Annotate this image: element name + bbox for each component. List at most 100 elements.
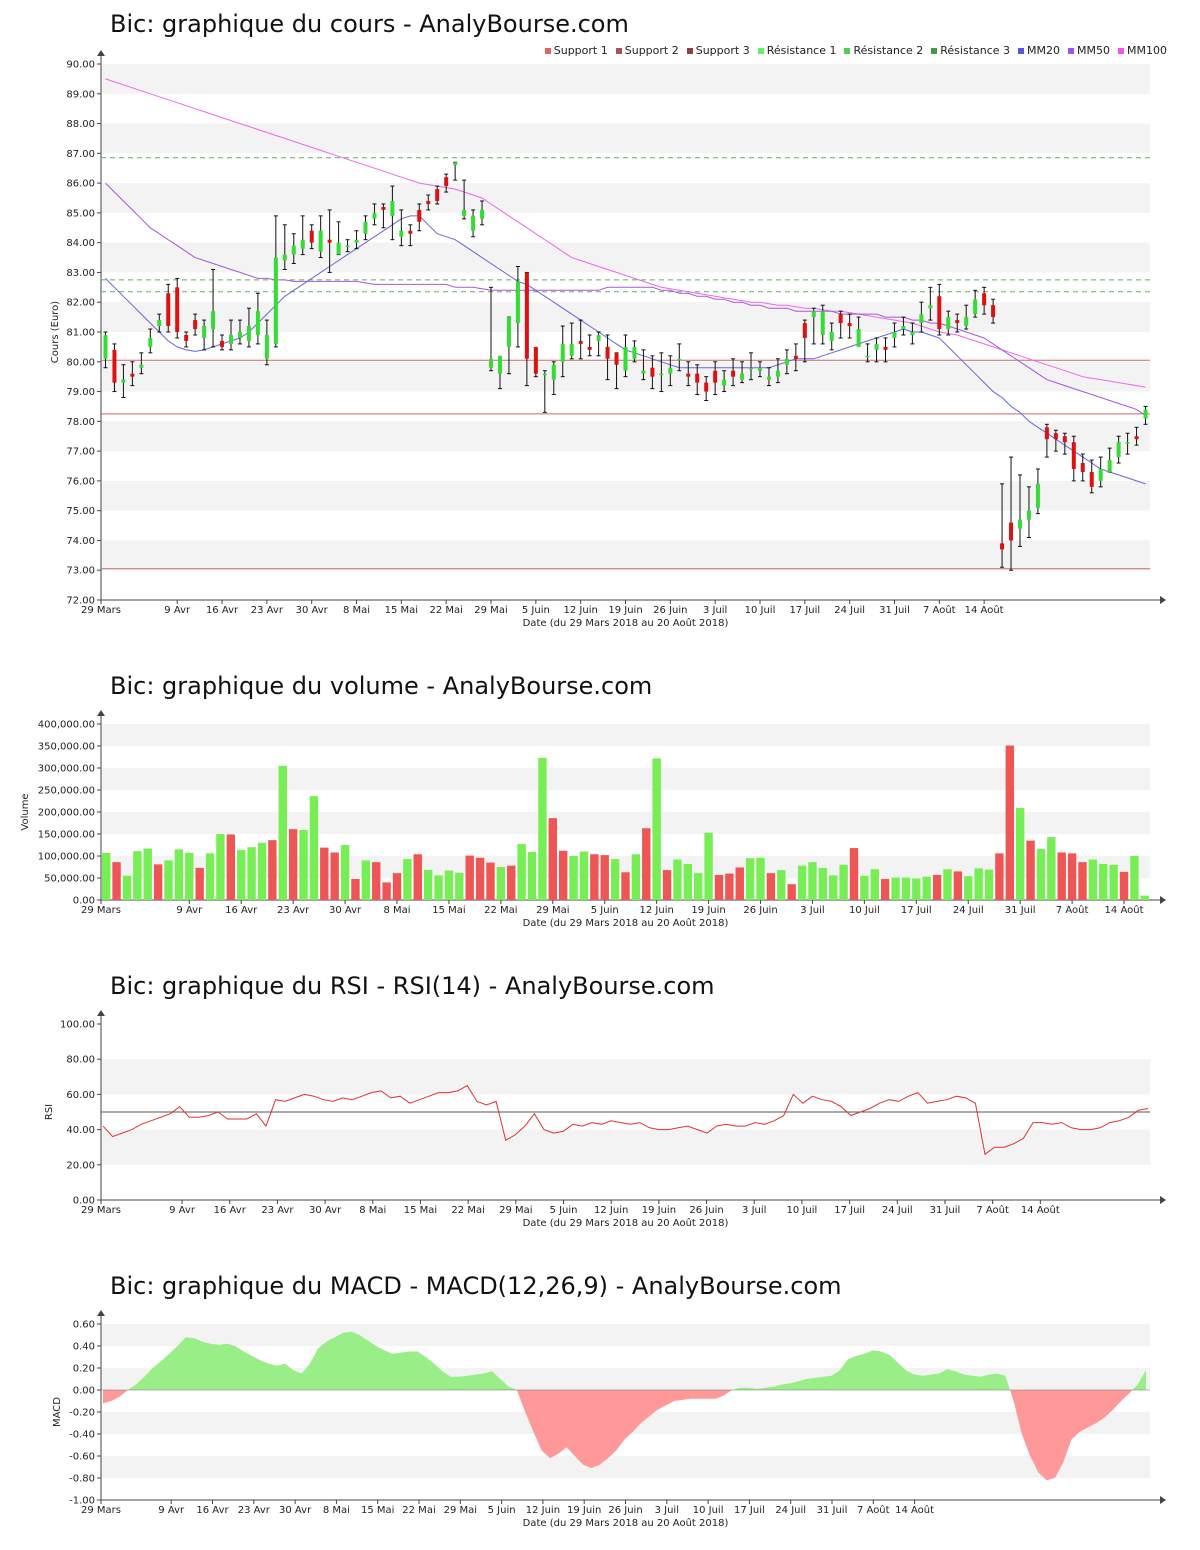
y-tick-label: 83.00	[66, 268, 95, 279]
grid-band	[101, 768, 1150, 790]
volume-bar	[444, 870, 454, 900]
rsi-chart-title: Bic: graphique du RSI - RSI(14) - AnalyB…	[110, 972, 715, 1000]
volume-bar	[361, 860, 371, 900]
candle-body	[462, 209, 467, 216]
candle-body	[229, 334, 234, 344]
candle-body	[435, 189, 440, 201]
volume-bar	[1099, 863, 1108, 900]
candle-body	[892, 332, 897, 338]
y-tick-label: 0.00	[73, 1386, 95, 1397]
legend-label: Support 3	[695, 44, 750, 57]
volume-bar	[392, 873, 402, 900]
y-tick-label: -1.00	[69, 1496, 95, 1507]
legend-swatch	[544, 48, 551, 54]
volume-bar	[642, 828, 651, 900]
x-tick-label: 17 Juil	[789, 605, 820, 616]
x-tick-label: 19 Juin	[567, 1505, 601, 1516]
legend-label: Support 1	[553, 44, 608, 57]
y-tick-label: 0.00	[73, 1196, 95, 1207]
candle-body	[713, 370, 718, 383]
macd-panel: Bic: graphique du MACD - MACD(12,26,9) -…	[0, 1260, 1200, 1550]
x-tick-label: 29 Mars	[81, 605, 121, 616]
y-tick-label: 85.00	[66, 208, 95, 219]
x-axis-title: Date (du 29 Mars 2018 au 20 Août 2018)	[523, 617, 729, 629]
y-tick-label: 300,000.00	[38, 764, 95, 775]
candle-body	[1071, 442, 1076, 469]
x-tick-label: 24 Juil	[775, 1505, 806, 1516]
volume-bar	[943, 869, 952, 900]
candle-body	[471, 215, 476, 231]
volume-bar	[122, 875, 132, 900]
y-tick-label: 74.00	[66, 536, 95, 547]
macd-positive-area	[127, 1331, 517, 1390]
candle-body	[184, 334, 189, 341]
x-tick-label: 19 Juin	[608, 605, 642, 616]
candle-body	[148, 337, 153, 347]
candle-body	[578, 340, 583, 344]
candle-body	[354, 239, 359, 243]
candle-body	[444, 177, 449, 187]
x-tick-label: 7 Août	[857, 1504, 890, 1516]
legend-label: Résistance 3	[940, 44, 1011, 57]
x-tick-label: 26 Juin	[743, 905, 777, 916]
x-tick-label: 17 Juil	[901, 905, 932, 916]
candle-body	[1035, 483, 1040, 508]
volume-bar	[579, 851, 589, 900]
x-axis-title: Date (du 29 Mars 2018 au 20 Août 2018)	[523, 917, 729, 929]
volume-bar	[590, 854, 599, 900]
candle-body	[937, 296, 942, 330]
candle-body	[246, 326, 251, 341]
volume-bar	[1036, 848, 1046, 900]
volume-bar	[1088, 859, 1098, 900]
volume-bar	[475, 857, 485, 900]
x-tick-label: 12 Juin	[594, 1205, 628, 1216]
volume-bar	[766, 873, 776, 900]
x-tick-label: 12 Juin	[640, 905, 674, 916]
candle-body	[515, 281, 520, 324]
macd-chart-title: Bic: graphique du MACD - MACD(12,26,9) -…	[110, 1272, 842, 1300]
x-tick-label: 7 Août	[923, 604, 956, 616]
grid-band	[101, 1129, 1150, 1165]
candle-body	[345, 245, 350, 248]
volume-bar	[922, 876, 931, 900]
volume-bar	[1119, 871, 1129, 900]
y-tick-label: -0.80	[69, 1474, 95, 1485]
candle-body	[220, 340, 225, 347]
price-chart-title: Bic: graphique du cours - AnalyBourse.co…	[110, 10, 629, 38]
candle-body	[811, 311, 816, 318]
x-tick-label: 10 Juil	[787, 1205, 818, 1216]
grid-band	[101, 724, 1150, 746]
y-tick-label: 40.00	[66, 1125, 95, 1136]
volume-bar	[704, 832, 713, 900]
volume-bar	[694, 873, 703, 900]
volume-bar	[818, 867, 828, 900]
candle-body	[704, 382, 709, 392]
candle-body	[865, 355, 870, 358]
y-tick-label: 0.60	[73, 1320, 95, 1331]
macd-negative-area	[1010, 1390, 1133, 1481]
candle-body	[1116, 442, 1121, 458]
x-tick-label: 15 Mai	[361, 1505, 394, 1516]
x-axis-arrow	[1160, 1196, 1166, 1204]
x-tick-label: 17 Juil	[834, 1205, 865, 1216]
volume-bar	[1047, 837, 1056, 900]
volume-bar	[1078, 862, 1087, 900]
x-tick-label: 16 Avr	[206, 605, 239, 616]
volume-bar	[849, 848, 859, 900]
x-tick-label: 5 Juin	[550, 1205, 578, 1216]
candle-body	[282, 254, 287, 261]
candle-body	[982, 293, 987, 306]
candle-body	[533, 346, 538, 374]
x-tick-label: 29 Mai	[444, 1505, 477, 1516]
candle-body	[560, 343, 565, 362]
volume-bar	[964, 876, 973, 900]
candle-body	[139, 364, 144, 368]
volume-bar	[756, 857, 765, 900]
candle-body	[1044, 427, 1049, 440]
candle-body	[426, 200, 431, 204]
volume-bar	[330, 852, 339, 900]
volume-bar	[372, 862, 381, 900]
y-tick-label: 0.20	[73, 1364, 95, 1375]
legend-label: MM100	[1127, 44, 1167, 57]
candle-body	[1089, 471, 1094, 487]
